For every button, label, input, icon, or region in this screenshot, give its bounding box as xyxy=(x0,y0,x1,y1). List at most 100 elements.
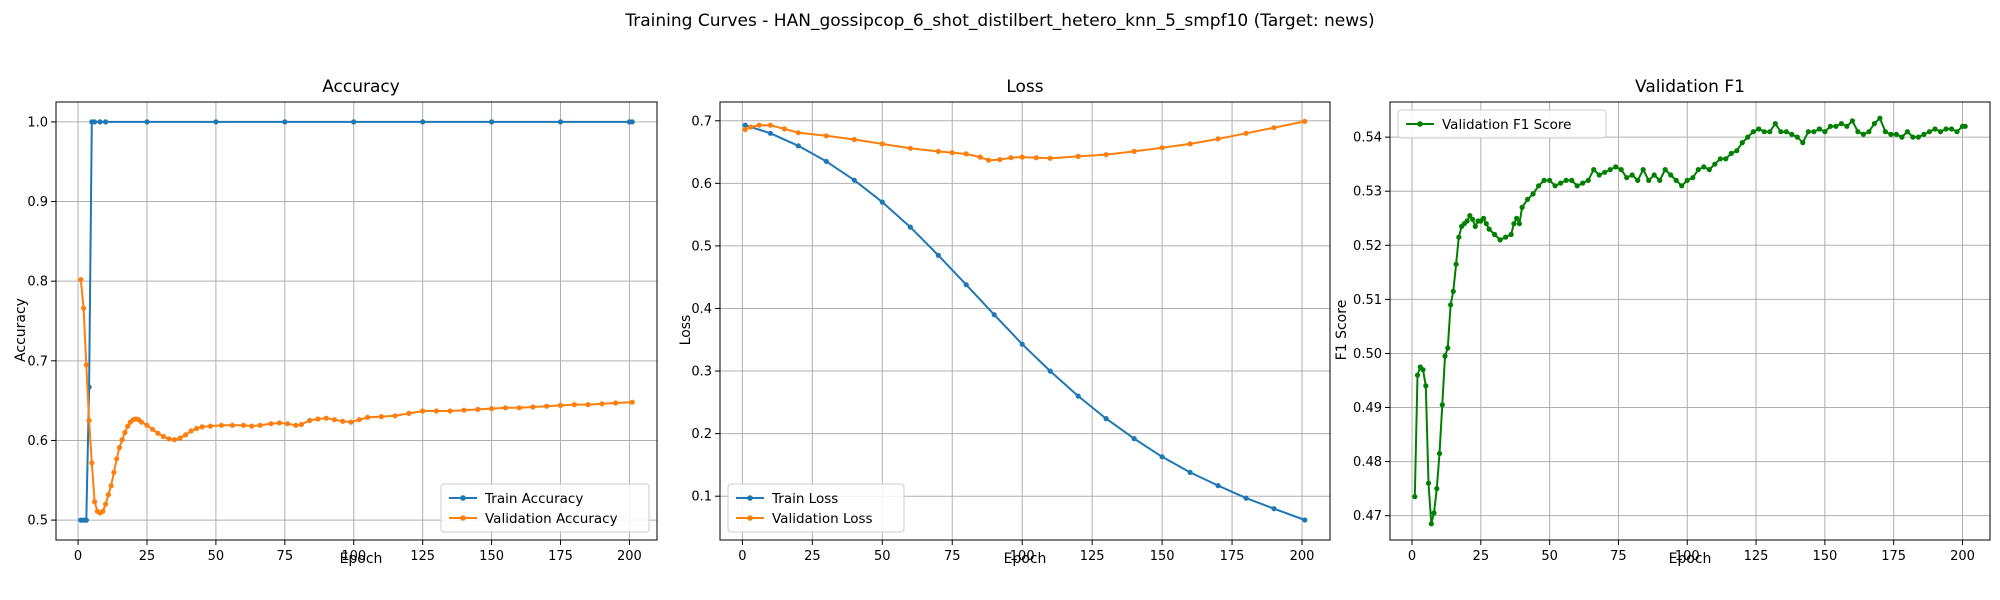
accuracy-data-point xyxy=(475,406,481,412)
loss-data-point xyxy=(1103,416,1109,422)
f1-data-point xyxy=(1596,172,1602,178)
f1-data-point xyxy=(1503,234,1509,240)
loss-data-point xyxy=(879,141,885,147)
f1-data-point xyxy=(1547,177,1553,183)
loss-series-markers-0 xyxy=(742,122,1308,523)
accuracy-data-point xyxy=(340,418,346,424)
f1-title: Validation F1 xyxy=(1635,77,1745,97)
loss-data-point xyxy=(1302,517,1308,523)
loss-data-point xyxy=(767,122,774,128)
loss-data-point xyxy=(1271,506,1277,512)
loss-data-point xyxy=(977,154,983,160)
loss-series-line-0 xyxy=(744,124,1306,521)
f1-data-point xyxy=(1822,129,1828,135)
accuracy-axes-frame xyxy=(55,101,658,541)
loss-grid xyxy=(720,102,1330,540)
f1-data-point xyxy=(1690,175,1696,181)
f1-data-point xyxy=(1519,204,1525,210)
f1-data-point xyxy=(1508,231,1514,238)
loss-title: Loss xyxy=(1006,77,1043,97)
loss-xtick-label: 0 xyxy=(738,549,746,564)
f1-data-point xyxy=(1904,129,1910,135)
accuracy-data-point xyxy=(92,119,98,125)
f1-data-point xyxy=(1635,177,1641,183)
f1-grid xyxy=(1390,102,1990,540)
accuracy-data-point xyxy=(89,460,95,466)
accuracy-ytick-label: 0.8 xyxy=(27,275,48,290)
accuracy-data-point xyxy=(557,119,564,125)
f1-data-point xyxy=(1926,129,1932,135)
f1-series-line-0 xyxy=(1413,117,1966,525)
accuracy-xtick-label: 175 xyxy=(548,549,573,564)
f1-data-point xyxy=(1962,123,1968,129)
accuracy-ytick-label: 0.7 xyxy=(27,354,48,369)
loss-data-point xyxy=(756,122,762,128)
f1-legend: Validation F1 Score xyxy=(1397,109,1607,139)
accuracy-data-point xyxy=(585,402,591,408)
accuracy-data-point xyxy=(122,429,128,436)
loss-legend-label: Validation Loss xyxy=(772,511,873,527)
f1-data-point xyxy=(1750,129,1756,135)
f1-data-point xyxy=(1684,177,1690,183)
f1-series-markers-0 xyxy=(1412,115,1968,527)
f1-xtick-label: 25 xyxy=(1473,549,1490,564)
loss-data-point xyxy=(851,136,857,143)
accuracy-series-line-1 xyxy=(79,279,633,514)
accuracy-data-point xyxy=(356,417,362,423)
f1-data-point xyxy=(1717,156,1723,162)
f1-data-point xyxy=(1910,134,1916,140)
accuracy-data-point xyxy=(111,469,117,475)
accuracy-legend: Train Accuracy Validation Accuracy xyxy=(440,483,650,533)
accuracy-data-point xyxy=(97,119,103,125)
f1-ytick-label: 0.51 xyxy=(1353,293,1382,308)
f1-data-point xyxy=(1448,302,1454,308)
f1-axes-frame xyxy=(1389,101,1991,541)
accuracy-series-markers-0 xyxy=(78,119,635,523)
loss-data-point xyxy=(1215,136,1221,142)
loss-ytick-label: 0.3 xyxy=(691,365,712,380)
f1-data-point xyxy=(1514,215,1520,221)
accuracy-data-point xyxy=(125,423,131,429)
f1-data-point xyxy=(1805,129,1811,135)
loss-data-point xyxy=(742,122,748,128)
f1-data-point xyxy=(1511,221,1517,227)
f1-ytick-label: 0.48 xyxy=(1353,455,1382,470)
accuracy-data-point xyxy=(105,492,111,498)
accuracy-data-point xyxy=(194,425,200,432)
accuracy-data-point xyxy=(461,407,467,413)
accuracy-data-point xyxy=(114,456,120,462)
accuracy-data-point xyxy=(307,417,313,424)
loss-xtick-label: 50 xyxy=(874,549,891,564)
accuracy-data-point xyxy=(92,499,98,505)
f1-xtick-label: 75 xyxy=(1610,549,1627,564)
loss-data-point xyxy=(1187,469,1193,475)
loss-data-point xyxy=(907,224,913,230)
f1-data-point xyxy=(1552,183,1558,189)
f1-data-point xyxy=(1695,167,1701,173)
accuracy-data-point xyxy=(571,402,577,408)
accuracy-series xyxy=(78,119,635,523)
accuracy-data-point xyxy=(81,305,87,311)
accuracy-ytick-label: 0.9 xyxy=(27,195,48,210)
f1-data-point xyxy=(1618,167,1624,173)
f1-xtick-label: 125 xyxy=(1744,549,1769,564)
accuracy-data-point xyxy=(229,422,235,428)
f1-data-point xyxy=(1855,129,1861,135)
f1-data-point xyxy=(1445,345,1451,351)
f1-data-point xyxy=(1712,161,1718,167)
loss-axes-frame xyxy=(719,101,1331,541)
accuracy-data-point xyxy=(282,119,288,125)
loss-ticks: 0 25 50 75 100 125 150 175 200 0.1 0.2 0.3 0.4 0.5 0.6… xyxy=(691,114,1314,564)
f1-data-point xyxy=(1436,450,1443,457)
loss-data-point xyxy=(1159,145,1165,151)
f1-data-point xyxy=(1574,183,1580,189)
f1-data-point xyxy=(1580,180,1586,186)
f1-data-point xyxy=(1563,177,1569,183)
loss-data-point xyxy=(986,157,992,163)
f1-data-point xyxy=(1833,123,1839,129)
f1-data-point xyxy=(1412,494,1418,500)
f1-data-point xyxy=(1613,164,1619,170)
accuracy-xtick-label: 125 xyxy=(410,549,435,564)
loss-data-point xyxy=(795,130,801,136)
f1-data-point xyxy=(1651,172,1657,178)
